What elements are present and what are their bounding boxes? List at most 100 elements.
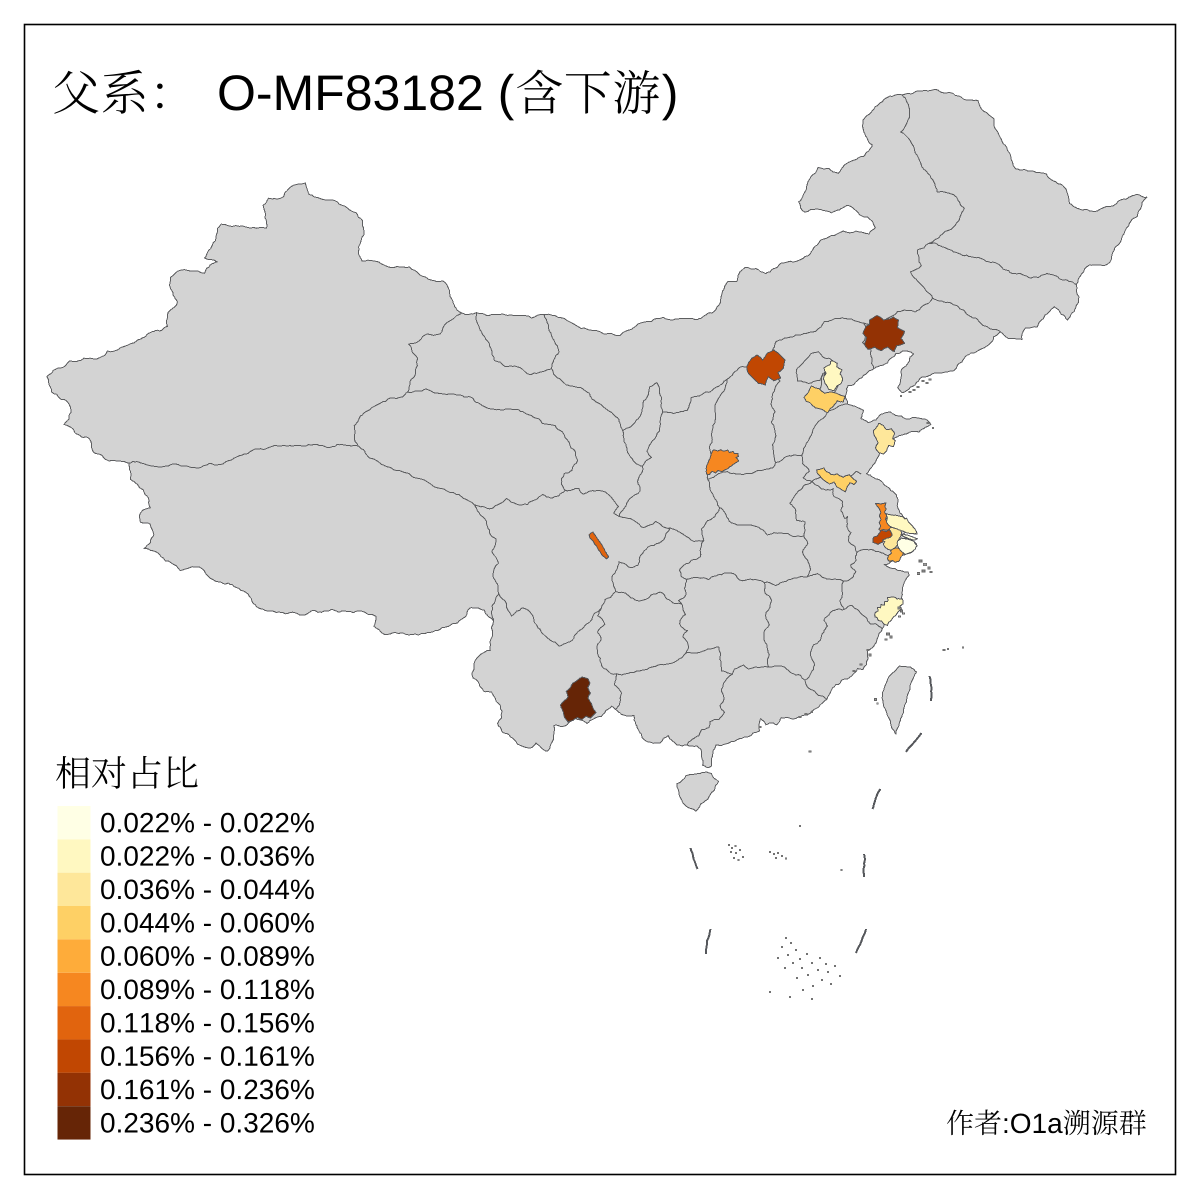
border-anhui-jiangsu — [811, 481, 858, 553]
legend-swatch-8 — [57, 1072, 91, 1107]
nine-dash-segment — [928, 675, 933, 702]
border-tibet-sichuan — [473, 504, 500, 594]
border-gansu-qinghai — [407, 388, 579, 491]
legend-swatch-0 — [57, 806, 91, 840]
border-cq-hunan — [678, 579, 688, 605]
china-map — [46, 88, 1148, 1001]
legend — [56, 755, 314, 1140]
border-hlj-jl — [928, 242, 1077, 285]
border-hubei-hunan — [686, 572, 765, 584]
title-close-paren — [662, 73, 676, 121]
border-im-jl — [910, 242, 933, 299]
region-sichuan-central — [588, 531, 610, 560]
island-taiwan — [881, 665, 918, 735]
border-hlj-im — [900, 94, 965, 244]
legend-swatch-1 — [57, 839, 91, 873]
border-henan-anhui — [789, 481, 813, 536]
plot-frame — [23, 23, 1177, 1176]
legend-label-7 — [101, 1046, 314, 1067]
border-xj-gansu — [407, 312, 463, 393]
region-zhejiang-coast — [874, 596, 904, 626]
legend-swatch-9 — [57, 1106, 91, 1140]
border-hebei-henan — [775, 454, 802, 463]
border-anhui-jiangxi — [806, 573, 844, 582]
border-henan-shandong — [801, 455, 813, 482]
legend-label-3 — [101, 912, 314, 933]
legend-label-4 — [101, 946, 314, 966]
border-sichuan-gansu — [565, 487, 620, 517]
nine-dash-segment — [862, 853, 866, 878]
border-fujian-guangdong — [804, 679, 828, 700]
border-gd-gx — [686, 673, 733, 746]
border-hebei-shandong — [801, 403, 848, 456]
border-cq-sc — [611, 527, 671, 592]
border-gansu-im-s — [505, 365, 552, 376]
region-shandong-coast — [872, 422, 896, 455]
border-guizhou-guangxi — [616, 652, 687, 676]
region-jiangsu-middle-west — [874, 502, 892, 532]
border-jl-ln — [932, 297, 1001, 333]
border-hubei-anhui — [802, 535, 812, 578]
border-tibet-yunnan — [490, 593, 500, 622]
credit-latin — [1004, 1113, 1063, 1134]
border-hubei-jiangxi — [764, 575, 808, 586]
border-gansu-im2 — [550, 368, 624, 431]
legend-label-9 — [101, 1112, 314, 1133]
border-gansu-shaanxi — [618, 466, 644, 517]
legend-label-8 — [101, 1079, 314, 1100]
border-im-ejina-e — [543, 314, 560, 369]
region-shandong-south — [816, 467, 858, 493]
border-shaanxi-henan — [707, 479, 721, 508]
region-tianjin-area — [803, 385, 846, 414]
title-line — [54, 69, 676, 121]
legend-swatch-3 — [57, 906, 91, 940]
mainland-china — [46, 88, 1148, 769]
legend-swatch-6 — [57, 1006, 91, 1040]
border-gansu-im-w — [475, 312, 506, 368]
title-latin — [219, 73, 515, 121]
border-hunan-guangdong — [731, 664, 769, 675]
legend-label-0 — [101, 812, 314, 833]
region-liaoning-west — [862, 315, 906, 352]
border-jiangsu-zhejiang — [856, 548, 889, 557]
small-islands — [727, 378, 965, 1001]
region-shanghai-island — [901, 533, 918, 541]
nine-dash-segment — [855, 928, 867, 954]
border-hunan-guangxi — [685, 646, 733, 675]
border-yunnan-guangxi — [613, 673, 623, 710]
title-cjk-suffix — [517, 69, 659, 114]
legend-swatch-4 — [57, 939, 91, 973]
border-qinghai-tibet — [357, 445, 475, 505]
nine-dash-segment — [905, 732, 923, 753]
border-sichuan-yunnan — [498, 593, 602, 647]
title-cjk-prefix — [54, 69, 163, 114]
border-cq-shaanxi — [670, 527, 704, 542]
legend-label-1 — [101, 846, 314, 866]
border-cq-hubei — [679, 540, 705, 580]
credit-cjk-author — [946, 1109, 1001, 1136]
region-hebei-northwest — [746, 349, 786, 386]
border-sichuan-qinghai — [474, 489, 566, 510]
legend-label-6 — [101, 1012, 314, 1033]
border-im-heb — [771, 317, 864, 358]
border-henan-hubei — [719, 507, 804, 537]
legend-swatch-2 — [57, 872, 91, 907]
region-yunnan-south — [560, 676, 597, 723]
border-shanxi-henan — [707, 462, 777, 480]
nine-dash-segment — [871, 788, 882, 810]
border-yunnan-guizhou — [596, 607, 617, 675]
credit-line — [946, 1109, 1146, 1136]
region-shanghai — [896, 537, 918, 555]
border-im-shaanxi — [662, 378, 728, 414]
border-anhui-zhejiang — [843, 552, 858, 582]
border-xj-qinghai — [353, 391, 408, 447]
region-shanxi-southwest — [705, 449, 740, 475]
border-guizhou-hunan — [679, 604, 690, 654]
border-hunan-jiangxi — [763, 582, 773, 668]
nine-dash-segment — [689, 847, 699, 870]
border-shaanxi-sichuan — [618, 515, 671, 529]
border-sichuan-guizhou — [600, 591, 617, 608]
legend-label-2 — [101, 879, 314, 900]
legend-title-glyphs — [56, 755, 198, 789]
legend-swatch-7 — [57, 1039, 91, 1073]
